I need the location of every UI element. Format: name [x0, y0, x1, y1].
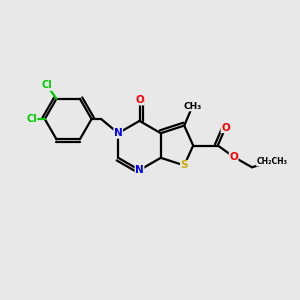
Text: O: O — [229, 152, 238, 162]
Text: Cl: Cl — [26, 114, 37, 124]
Text: CH₃: CH₃ — [183, 102, 202, 111]
Text: N: N — [114, 128, 123, 138]
Text: N: N — [135, 165, 144, 175]
Text: O: O — [135, 95, 144, 105]
Text: S: S — [181, 160, 188, 170]
Text: CH₂CH₃: CH₂CH₃ — [256, 157, 288, 166]
Text: Cl: Cl — [41, 80, 52, 90]
Text: O: O — [221, 123, 230, 133]
